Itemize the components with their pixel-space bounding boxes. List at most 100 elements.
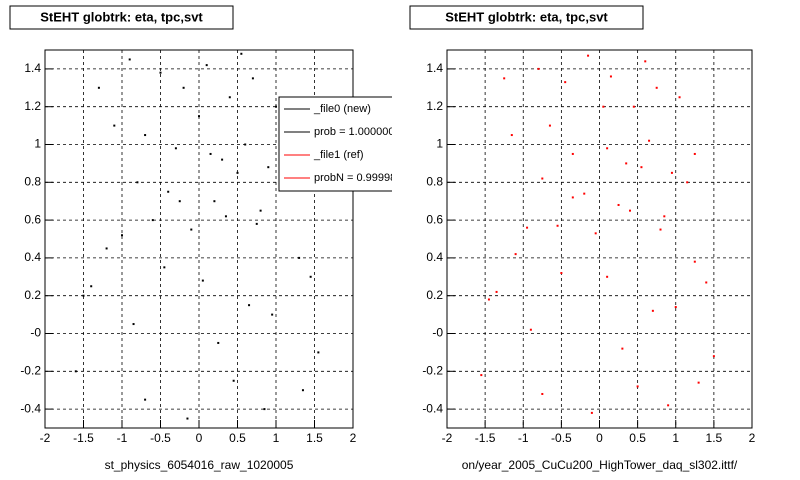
point (686, 181, 689, 184)
legend-label: _file0 (new) (313, 103, 371, 115)
point (693, 152, 696, 155)
point (659, 228, 662, 231)
point (182, 86, 185, 89)
point (587, 54, 590, 57)
point (541, 177, 544, 180)
point (670, 171, 673, 174)
point (267, 166, 270, 169)
point (514, 253, 517, 256)
point (217, 341, 220, 344)
point (248, 304, 251, 307)
point (232, 379, 235, 382)
point (151, 219, 154, 222)
point (255, 222, 258, 225)
point (663, 215, 666, 218)
point (263, 408, 266, 411)
point (560, 272, 563, 275)
point (159, 71, 162, 74)
point (621, 347, 624, 350)
point (259, 209, 262, 212)
point (602, 105, 605, 108)
x-tick-label: -1.5 (475, 431, 496, 445)
y-tick-label: 0.2 (24, 288, 41, 302)
legend-label: _file1 (ref) (313, 149, 364, 161)
point (128, 58, 131, 61)
point (674, 306, 677, 309)
point (167, 190, 170, 193)
y-tick-label: -0 (30, 326, 41, 340)
point (480, 374, 483, 377)
x-tick-label: 0 (196, 431, 203, 445)
y-tick-label: 0.8 (426, 174, 443, 188)
point (174, 147, 177, 150)
x-tick-label: -2 (442, 431, 453, 445)
legend-body: _file0 (new) prob = 1.000000 _file1 (ref) p… (278, 96, 396, 192)
title-box (9, 5, 234, 30)
point (301, 389, 304, 392)
point (224, 215, 227, 218)
y-tick-label: 1.2 (426, 99, 443, 113)
point (651, 309, 654, 312)
y-tick-label: -0.4 (422, 401, 443, 415)
x-tick-label: 1.5 (306, 431, 323, 445)
point (632, 105, 635, 108)
point (74, 370, 77, 373)
legend-label: prob = 1.000000 (314, 126, 394, 138)
point (678, 96, 681, 99)
legend: _file0 (new) prob = 1.000000 _file1 (ref) p… (278, 96, 396, 192)
point (594, 232, 597, 235)
point (236, 171, 239, 174)
point (510, 134, 513, 137)
point (221, 158, 224, 161)
point (144, 398, 147, 401)
y-tick-label: 0.4 (24, 250, 41, 264)
y-tick-label: 0.8 (24, 174, 41, 188)
point (541, 392, 544, 395)
chart-title: StEHT globtrk: eta, tpc,svt (445, 9, 608, 24)
point (228, 96, 231, 99)
point (178, 200, 181, 203)
y-tick-label: 0.6 (426, 212, 443, 226)
point (636, 385, 639, 388)
point (495, 290, 498, 293)
point (693, 260, 696, 263)
x-tick-label: -2 (40, 431, 51, 445)
point (606, 147, 609, 150)
point (82, 294, 85, 297)
point (186, 417, 189, 420)
point (240, 52, 243, 55)
point (121, 234, 123, 237)
point (487, 298, 490, 301)
point (144, 134, 147, 137)
point (583, 192, 586, 195)
y-tick-label: 1 (34, 137, 41, 151)
point (526, 226, 529, 229)
legend-label: probN = 0.99998 (314, 172, 396, 184)
point (590, 411, 593, 414)
point (640, 166, 643, 169)
x-tick-label: -0.5 (551, 431, 572, 445)
x-tick-label: 2 (350, 431, 357, 445)
point (712, 355, 715, 358)
point (251, 77, 254, 80)
x-axis-label: on/year_2005_CuCu200_HighTower_daq_sl302… (462, 458, 738, 472)
point (190, 228, 193, 231)
point (317, 351, 320, 354)
point (105, 247, 108, 250)
point (617, 203, 620, 206)
point (113, 124, 116, 127)
point (309, 275, 312, 278)
point (705, 281, 708, 284)
point (644, 60, 647, 63)
point (529, 328, 532, 331)
point (655, 86, 658, 89)
y-tick-label: -0.4 (20, 401, 41, 415)
x-tick-label: 1 (273, 431, 280, 445)
point (556, 224, 559, 227)
x-tick-label: 2 (749, 431, 756, 445)
point (271, 313, 274, 316)
point (132, 323, 135, 326)
y-tick-label: -0.2 (20, 363, 41, 377)
point (606, 275, 609, 278)
